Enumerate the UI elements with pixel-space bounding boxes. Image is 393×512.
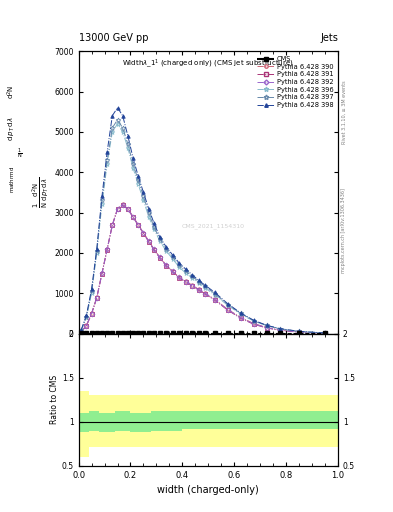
X-axis label: width (charged-only): width (charged-only) — [158, 485, 259, 495]
Text: Width$\lambda\_1^1$ (charged only) (CMS jet substructure): Width$\lambda\_1^1$ (charged only) (CMS … — [123, 57, 294, 70]
Text: $\mathrm{mathrm\,d}$: $\mathrm{mathrm\,d}$ — [8, 165, 16, 193]
Text: mcplots.cern.ch [arXiv:1306.3436]: mcplots.cern.ch [arXiv:1306.3436] — [342, 188, 346, 273]
Text: CMS_2021_1154310: CMS_2021_1154310 — [182, 223, 245, 229]
Text: Jets: Jets — [320, 33, 338, 42]
Text: Rivet 3.1.10, ≥ 3M events: Rivet 3.1.10, ≥ 3M events — [342, 81, 346, 144]
Text: $\mathrm{d}\,p_T\,\mathrm{d}\,\lambda$: $\mathrm{d}\,p_T\,\mathrm{d}\,\lambda$ — [7, 115, 17, 141]
Text: $\frac{1}{\mathrm{N}}$: $\frac{1}{\mathrm{N}}$ — [17, 146, 22, 161]
Y-axis label: Ratio to CMS: Ratio to CMS — [50, 375, 59, 424]
Text: 13000 GeV pp: 13000 GeV pp — [79, 33, 148, 42]
Legend: CMS, Pythia 6.428 390, Pythia 6.428 391, Pythia 6.428 392, Pythia 6.428 396, Pyt: CMS, Pythia 6.428 390, Pythia 6.428 391,… — [256, 55, 335, 109]
Text: $\mathrm{d}^2\mathrm{N}$: $\mathrm{d}^2\mathrm{N}$ — [6, 85, 17, 99]
Y-axis label: $\frac{1}{\mathrm{N}}\,\frac{\mathrm{d}^2\mathrm{N}}{\mathrm{d}p_T\,\mathrm{d}\l: $\frac{1}{\mathrm{N}}\,\frac{\mathrm{d}^… — [31, 177, 51, 208]
